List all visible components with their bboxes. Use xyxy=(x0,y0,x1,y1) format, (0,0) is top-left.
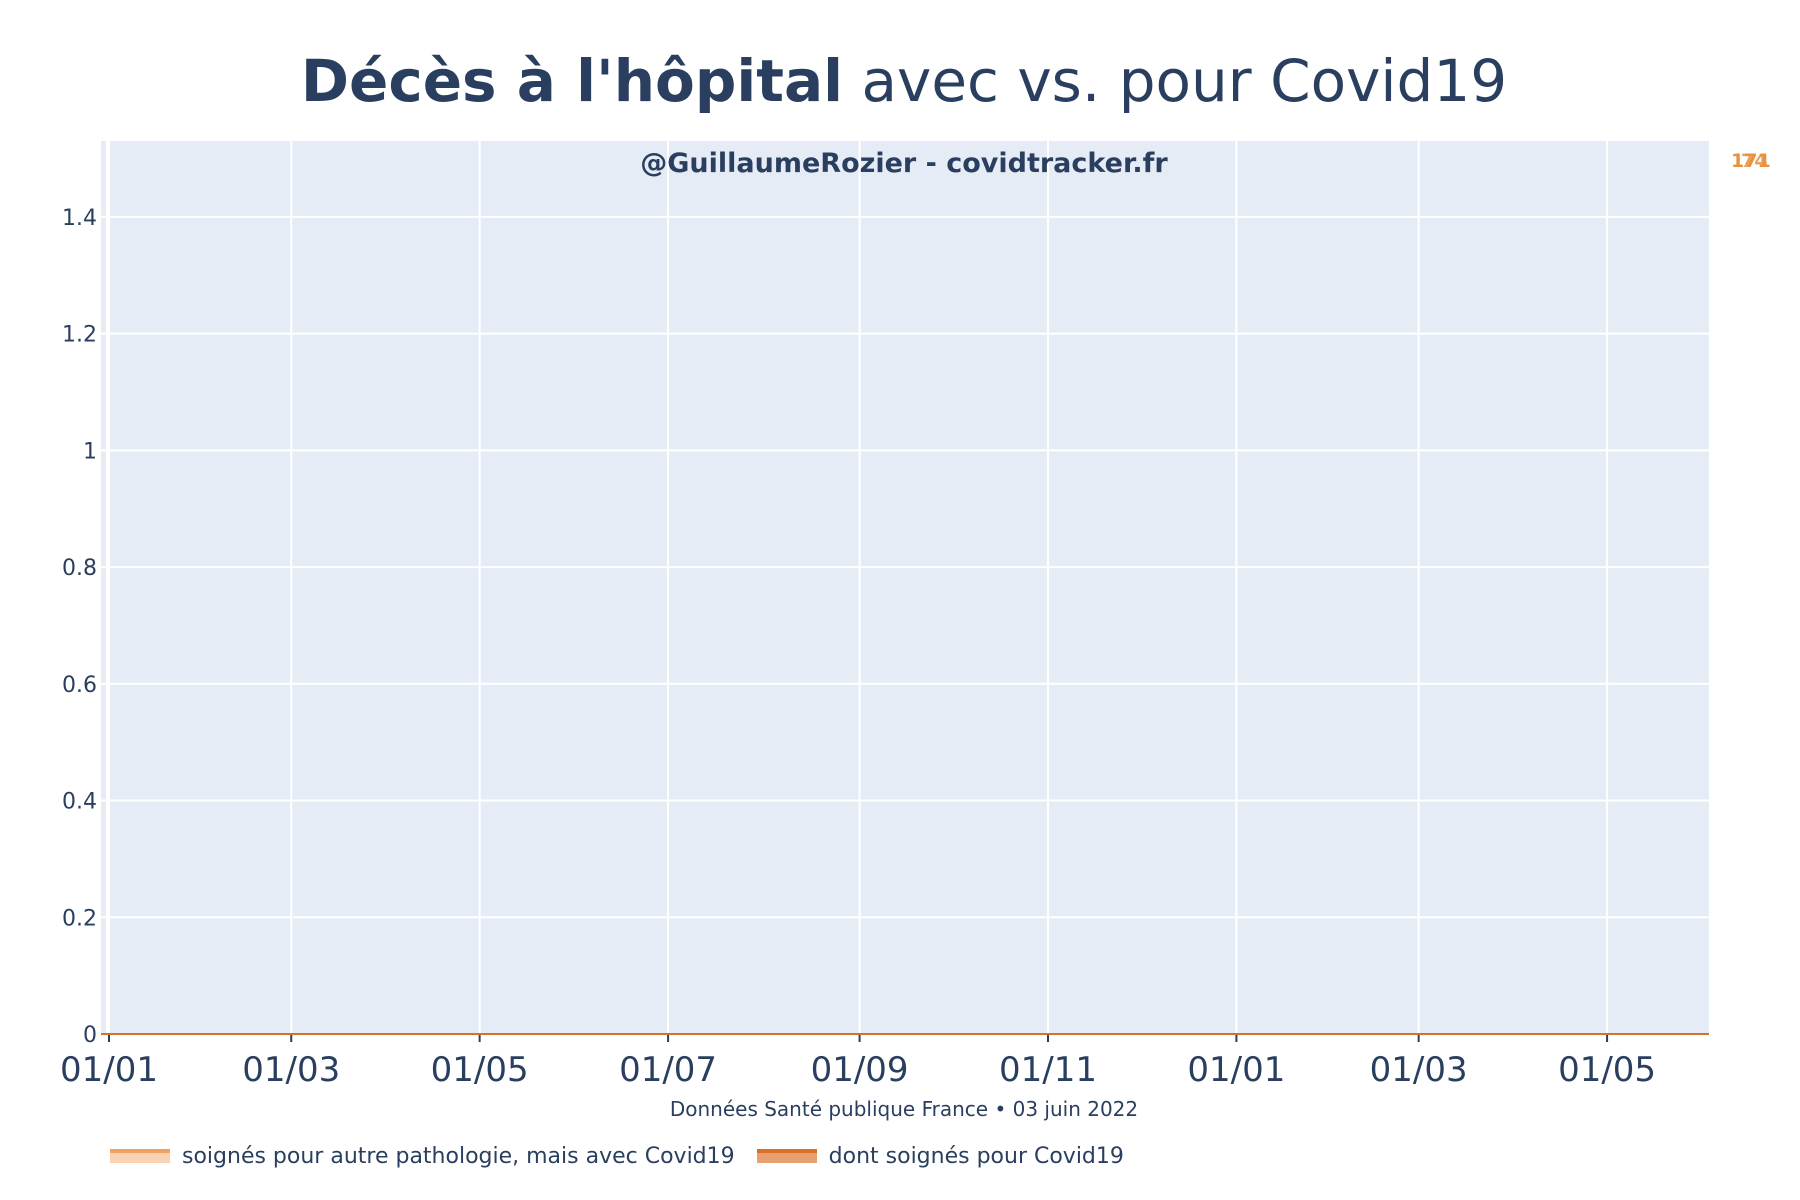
y-tick-label: 0 xyxy=(83,1023,97,1048)
y-tick-label: 0.4 xyxy=(62,790,97,815)
legend-swatch-pour xyxy=(756,1149,817,1163)
x-tick-label: 01/01 xyxy=(60,1050,158,1090)
legend-label-avec: soignés pour autre pathologie, mais avec… xyxy=(182,1143,735,1169)
x-tick-label: 01/03 xyxy=(242,1050,340,1090)
x-tick-label: 01/01 xyxy=(1187,1050,1285,1090)
chart-title: Décès à l'hôpital avec vs. pour Covid19 xyxy=(301,47,1507,115)
y-tick-labels: 0 0.2 0.4 0.6 0.8 1 1.2 1.4 xyxy=(62,206,97,1048)
legend-swatch-avec xyxy=(110,1149,170,1163)
y-tick-label: 1.2 xyxy=(62,323,97,348)
end-label-first: 171 xyxy=(1731,150,1771,172)
x-tick-labels: 01/01 01/03 01/05 01/07 01/09 01/11 01/01 01/03… xyxy=(60,1050,1656,1090)
legend-label-pour: dont soignés pour Covid19 xyxy=(828,1143,1124,1169)
end-label-second: 74 xyxy=(1741,150,1767,172)
grid-layer xyxy=(101,141,1709,1042)
x-tick-label: 01/05 xyxy=(1558,1050,1656,1090)
y-tick-label: 0.2 xyxy=(62,906,97,931)
x-tick-label: 01/07 xyxy=(619,1050,717,1090)
source-note: Données Santé publique France • 03 juin … xyxy=(670,1097,1138,1121)
watermark: @GuillaumeRozier - covidtracker.fr xyxy=(640,148,1168,179)
x-tick-label: 01/11 xyxy=(999,1050,1097,1090)
chart-title-bold: Décès à l'hôpital xyxy=(301,47,843,115)
legend: soignés pour autre pathologie, mais avec… xyxy=(110,1136,1146,1176)
legend-item-pour[interactable]: dont soignés pour Covid19 xyxy=(756,1143,1124,1169)
y-tick-label: 0.8 xyxy=(62,556,97,581)
x-tick-label: 01/05 xyxy=(431,1050,529,1090)
legend-item-avec[interactable]: soignés pour autre pathologie, mais avec… xyxy=(110,1144,735,1169)
chart-title-regular: avec vs. pour Covid19 xyxy=(843,47,1507,115)
y-tick-label: 1.4 xyxy=(62,206,97,231)
y-tick-label: 1 xyxy=(83,439,97,464)
x-tick-label: 01/09 xyxy=(811,1050,909,1090)
x-tick-label: 01/03 xyxy=(1370,1050,1468,1090)
plot-area xyxy=(101,141,1709,1034)
y-tick-label: 0.6 xyxy=(62,673,97,698)
